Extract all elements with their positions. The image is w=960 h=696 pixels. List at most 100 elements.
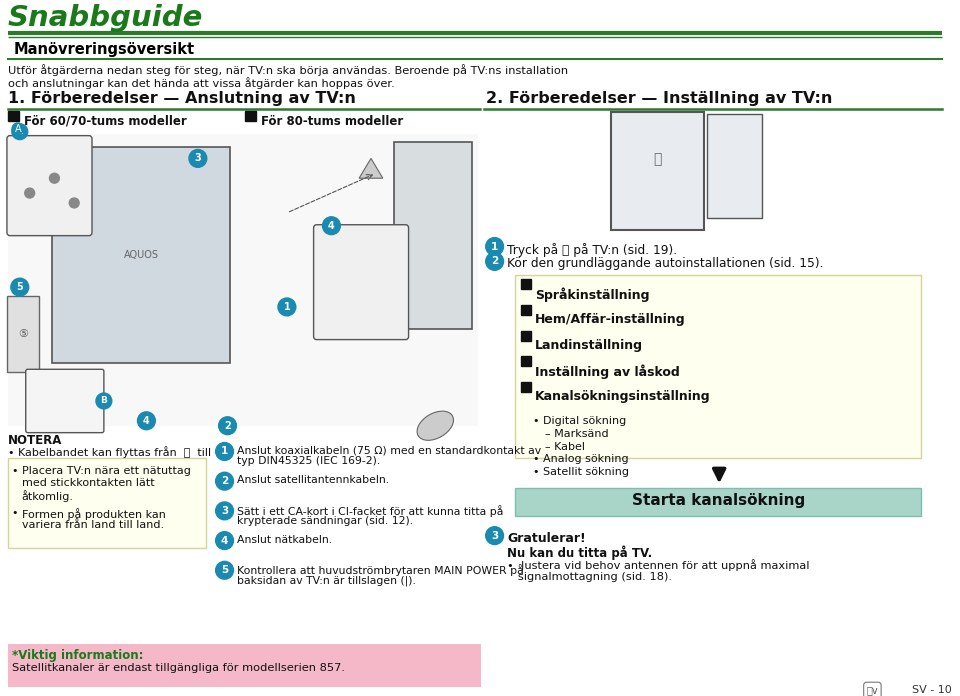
Text: 2. Förberedelser — Inställning av TV:n: 2. Förberedelser — Inställning av TV:n [486, 91, 832, 106]
Polygon shape [359, 159, 383, 178]
Text: 4: 4 [328, 221, 335, 231]
Text: 1: 1 [283, 302, 290, 312]
Text: • Digital sökning: • Digital sökning [533, 416, 627, 426]
Text: 2: 2 [224, 420, 231, 431]
Text: 2: 2 [221, 476, 228, 487]
Text: 5: 5 [16, 282, 23, 292]
Text: 1: 1 [491, 242, 498, 251]
Text: Anslut nätkabeln.: Anslut nätkabeln. [237, 535, 332, 545]
Circle shape [12, 124, 28, 140]
Text: 1. Förberedelser — Anslutning av TV:n: 1. Förberedelser — Anslutning av TV:n [8, 91, 356, 106]
Bar [8, 111, 19, 121]
Circle shape [216, 502, 233, 520]
Text: AQUOS: AQUOS [124, 250, 158, 260]
Text: •  Justera vid behov antennen för att uppnå maximal: • Justera vid behov antennen för att upp… [508, 560, 810, 571]
Text: åtkomlig.: åtkomlig. [22, 490, 74, 502]
Text: För 80-tums modeller: För 80-tums modeller [261, 115, 403, 128]
Circle shape [69, 198, 79, 208]
Text: 4: 4 [143, 416, 150, 426]
Text: •: • [12, 508, 18, 518]
Text: Snabbguide: Snabbguide [8, 4, 204, 32]
Circle shape [216, 473, 233, 490]
Circle shape [189, 150, 206, 167]
Text: Ⓢᴠ: Ⓢᴠ [867, 685, 878, 695]
Text: Hem/Affär-inställning: Hem/Affär-inställning [535, 313, 685, 326]
Circle shape [216, 443, 233, 460]
Text: 4: 4 [221, 535, 228, 546]
FancyBboxPatch shape [516, 488, 921, 516]
Ellipse shape [417, 411, 453, 441]
Text: ⑤: ⑤ [17, 329, 28, 339]
Text: typ DIN45325 (IEC 169-2).: typ DIN45325 (IEC 169-2). [237, 457, 381, 466]
Text: variera från land till land.: variera från land till land. [22, 520, 164, 530]
Bar [521, 356, 531, 366]
Text: Tryck på ⏻ på TV:n (sid. 19).: Tryck på ⏻ på TV:n (sid. 19). [508, 243, 678, 257]
Text: Utför åtgärderna nedan steg för steg, när TV:n ska börja användas. Beroende på T: Utför åtgärderna nedan steg för steg, nä… [8, 64, 568, 77]
Text: • Kabelbandet kan flyttas från  Ⓚ  till  Ⓑ.: • Kabelbandet kan flyttas från Ⓚ till Ⓑ. [8, 447, 228, 459]
Text: Satellitkanaler är endast tillgängliga för modellserien 857.: Satellitkanaler är endast tillgängliga f… [12, 663, 345, 673]
Text: Formen på produkten kan: Formen på produkten kan [22, 508, 166, 520]
Circle shape [25, 188, 35, 198]
Text: – Kabel: – Kabel [545, 441, 585, 452]
Text: A: A [16, 127, 23, 136]
Circle shape [323, 217, 340, 235]
Text: – Marksänd: – Marksänd [545, 429, 609, 438]
FancyBboxPatch shape [7, 296, 38, 372]
Text: 1: 1 [221, 446, 228, 457]
Circle shape [278, 298, 296, 316]
FancyBboxPatch shape [26, 370, 104, 433]
Text: Anslut satellitantennkabeln.: Anslut satellitantennkabeln. [237, 475, 390, 485]
Text: SV - 10: SV - 10 [912, 685, 952, 695]
Text: krypterade sändningar (sid. 12).: krypterade sändningar (sid. 12). [237, 516, 414, 525]
Text: baksidan av TV:n är tillslagen (|).: baksidan av TV:n är tillslagen (|). [237, 575, 417, 586]
FancyBboxPatch shape [7, 136, 92, 236]
FancyBboxPatch shape [8, 644, 481, 687]
Text: 3: 3 [221, 506, 228, 516]
Bar [521, 279, 531, 289]
Text: Gratulerar!: Gratulerar! [508, 532, 587, 545]
Circle shape [96, 393, 111, 409]
Circle shape [137, 412, 156, 429]
Text: Landinställning: Landinställning [535, 338, 643, 351]
FancyBboxPatch shape [394, 141, 472, 329]
Text: •: • [12, 466, 18, 476]
Text: signalmottagning (sid. 18).: signalmottagning (sid. 18). [508, 572, 673, 583]
Text: Nu kan du titta på TV.: Nu kan du titta på TV. [508, 546, 653, 560]
Circle shape [216, 562, 233, 579]
Text: • Analog sökning: • Analog sökning [533, 454, 629, 464]
Text: Kanalsökningsinställning: Kanalsökningsinställning [535, 390, 710, 403]
Text: Inställning av låskod: Inställning av låskod [535, 364, 680, 379]
FancyBboxPatch shape [8, 459, 205, 548]
Text: Placera TV:n nära ett nätuttag: Placera TV:n nära ett nätuttag [22, 466, 191, 476]
Text: • Satellit sökning: • Satellit sökning [533, 467, 629, 477]
Text: 3: 3 [491, 530, 498, 541]
Text: Anslut koaxialkabeln (75 Ω) med en standardkontakt av: Anslut koaxialkabeln (75 Ω) med en stand… [237, 445, 541, 455]
Bar [521, 331, 531, 340]
Text: 5: 5 [221, 565, 228, 576]
Bar [708, 114, 761, 218]
Text: 3: 3 [195, 153, 202, 164]
Bar [8, 134, 478, 426]
Bar [246, 111, 256, 121]
Circle shape [486, 527, 504, 544]
Bar [521, 305, 531, 315]
Circle shape [486, 253, 504, 270]
Text: Manövreringsöversikt: Manövreringsöversikt [13, 42, 195, 56]
Text: Kör den grundläggande autoinstallationen (sid. 15).: Kör den grundläggande autoinstallationen… [508, 258, 824, 271]
Text: Starta kanalsökning: Starta kanalsökning [632, 493, 804, 508]
Circle shape [219, 417, 236, 434]
FancyBboxPatch shape [516, 275, 921, 459]
Text: A: A [14, 124, 21, 134]
Circle shape [486, 237, 504, 255]
FancyBboxPatch shape [53, 147, 229, 363]
Circle shape [50, 173, 60, 183]
Text: *Viktig information:: *Viktig information: [12, 649, 143, 663]
Circle shape [216, 532, 233, 549]
Text: B: B [101, 397, 108, 406]
FancyBboxPatch shape [314, 225, 409, 340]
Text: och anslutningar kan det hända att vissa åtgärder kan hoppas över.: och anslutningar kan det hända att vissa… [8, 77, 395, 89]
Text: 2: 2 [491, 256, 498, 267]
Circle shape [11, 278, 29, 296]
Text: med stickkontakten lätt: med stickkontakten lätt [22, 478, 155, 488]
Text: Språkinställning: Språkinställning [535, 287, 650, 301]
